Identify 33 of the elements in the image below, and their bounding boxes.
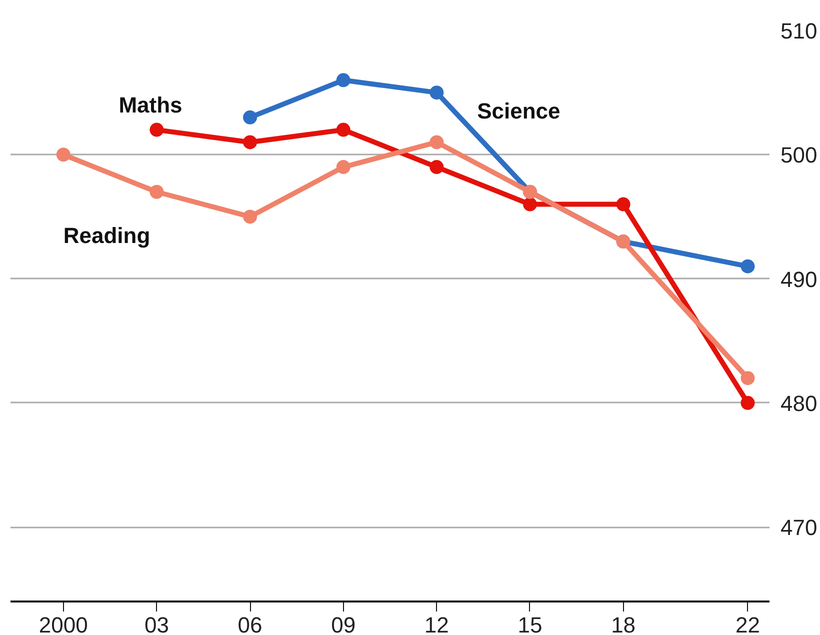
point	[150, 122, 164, 137]
point	[522, 197, 537, 212]
x-tick-label: 15	[518, 612, 542, 635]
point	[336, 122, 350, 137]
y-tick-label: 500	[780, 142, 818, 168]
point	[243, 135, 258, 150]
x-tick-label: 03	[144, 612, 169, 635]
point	[243, 210, 258, 224]
point	[740, 396, 755, 410]
x-tick-label: 12	[424, 612, 449, 635]
x-tick-label: 18	[611, 612, 636, 635]
x-tick-label: 06	[238, 612, 262, 635]
series-label: Reading	[63, 222, 150, 248]
point	[430, 86, 444, 100]
x-tick-label: 22	[735, 612, 760, 635]
point	[243, 110, 258, 124]
point	[336, 160, 350, 174]
point	[616, 197, 630, 212]
y-tick-label: 490	[780, 266, 818, 292]
point	[336, 73, 350, 88]
y-tick-label: 480	[780, 390, 818, 416]
series-label: Science	[477, 98, 560, 124]
point	[740, 259, 755, 274]
y-tick-label: 510	[780, 18, 818, 44]
series-label: Maths	[118, 92, 182, 118]
x-tick-label: 09	[331, 612, 356, 635]
point	[56, 148, 70, 162]
point	[430, 135, 444, 150]
x-tick-label: 2000	[38, 612, 88, 635]
point	[150, 184, 164, 199]
y-tick-label: 470	[780, 515, 818, 540]
point	[740, 371, 755, 386]
point	[430, 160, 444, 174]
